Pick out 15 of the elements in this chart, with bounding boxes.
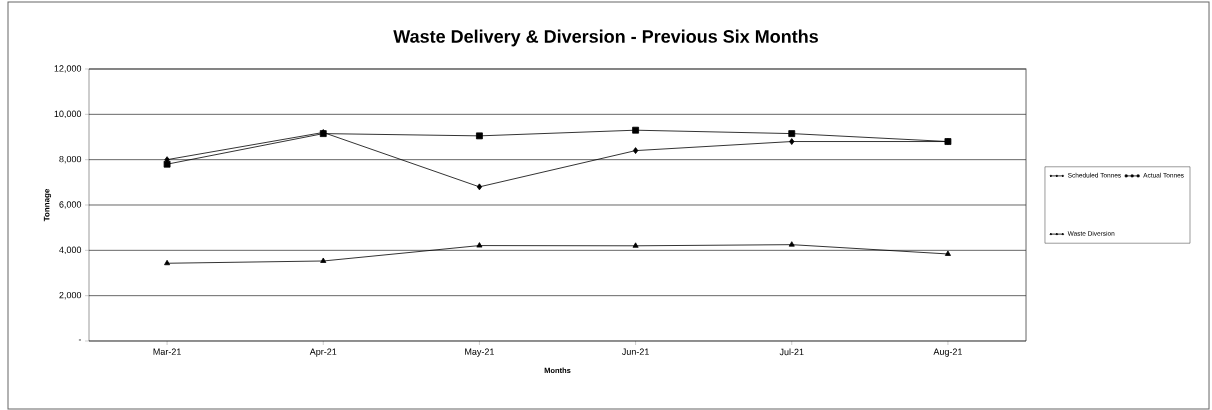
- y-tick-label: 2,000: [59, 291, 82, 300]
- y-tick-label: 10,000: [54, 110, 82, 119]
- y-axis-title: Tonnage: [43, 188, 52, 222]
- x-tick-label: Aug-21: [933, 348, 962, 357]
- x-tick-label: May-21: [465, 348, 494, 357]
- x-tick-label: Mar-21: [153, 348, 181, 355]
- y-tick-label: 8,000: [59, 155, 82, 164]
- y-tick-label: 4,000: [59, 246, 82, 255]
- y-tick-label: -: [78, 339, 82, 341]
- x-tick-label: Jun-21: [621, 348, 649, 355]
- x-tick-label: Jul-21: [779, 348, 804, 356]
- y-tick-label: 12,000: [54, 65, 82, 73]
- chart-title: Waste Delivery & Diversion - Previous Six Months: [393, 29, 818, 47]
- x-tick-label: Apr-21: [309, 348, 337, 357]
- y-tick-label: 6,000: [59, 201, 82, 209]
